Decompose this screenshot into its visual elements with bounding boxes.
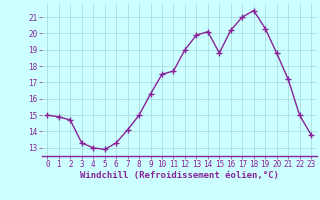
X-axis label: Windchill (Refroidissement éolien,°C): Windchill (Refroidissement éolien,°C)	[80, 171, 279, 180]
